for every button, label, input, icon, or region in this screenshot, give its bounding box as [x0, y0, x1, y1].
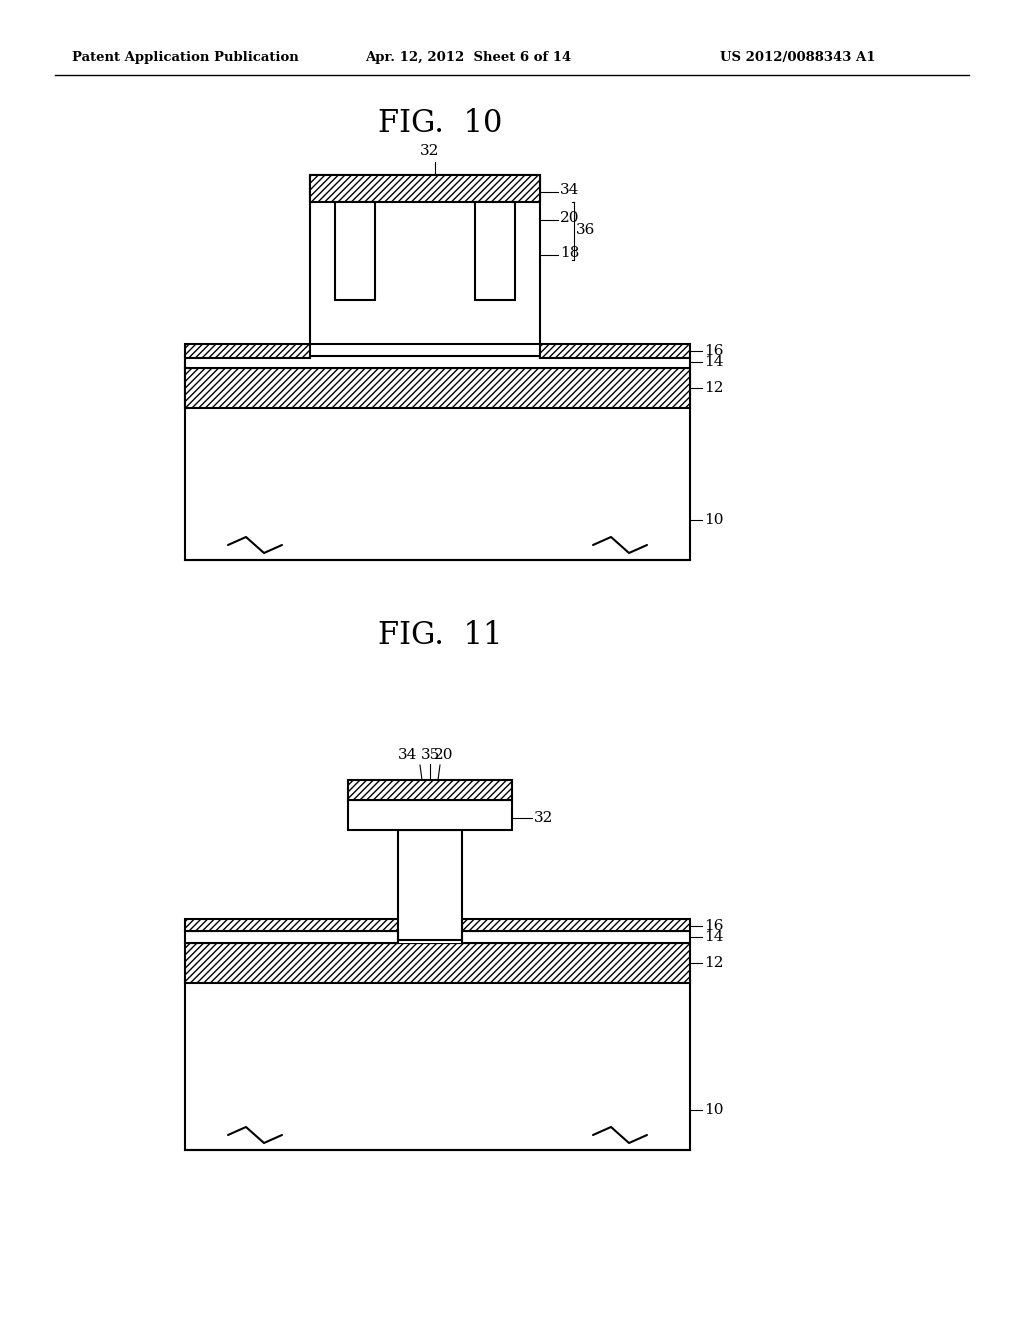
Bar	[185, 919, 398, 931]
Text: 18: 18	[560, 246, 580, 260]
Text: FIG.  11: FIG. 11	[378, 620, 502, 651]
Text: 10: 10	[705, 513, 724, 527]
Bar	[398, 830, 462, 940]
Bar	[185, 363, 690, 560]
Text: Patent Application Publication: Patent Application Publication	[72, 51, 299, 65]
Text: 36: 36	[575, 223, 595, 238]
Bar	[185, 368, 690, 408]
Bar	[185, 356, 690, 368]
Text: 20: 20	[560, 211, 580, 224]
Bar	[462, 919, 690, 931]
Text: 10: 10	[705, 1104, 724, 1117]
Text: 16: 16	[705, 345, 724, 358]
Text: 12: 12	[705, 381, 724, 395]
Bar	[335, 202, 375, 300]
Bar	[185, 931, 690, 942]
Bar	[185, 345, 310, 358]
Bar	[310, 176, 540, 202]
Bar	[475, 202, 515, 300]
Bar	[398, 933, 462, 942]
Text: 12: 12	[705, 956, 724, 970]
Text: 32: 32	[534, 810, 553, 825]
Text: 16: 16	[705, 919, 724, 933]
Bar	[185, 942, 690, 983]
Text: 34: 34	[560, 183, 580, 197]
Text: Apr. 12, 2012  Sheet 6 of 14: Apr. 12, 2012 Sheet 6 of 14	[365, 51, 571, 65]
Text: 35: 35	[421, 748, 439, 762]
Text: 14: 14	[705, 355, 724, 370]
Bar	[310, 176, 540, 345]
Text: US 2012/0088343 A1: US 2012/0088343 A1	[720, 51, 876, 65]
Bar	[348, 800, 512, 830]
Text: 32: 32	[420, 144, 439, 158]
Text: FIG.  10: FIG. 10	[378, 108, 502, 139]
Bar	[185, 979, 690, 1150]
Bar	[348, 780, 512, 800]
Text: 26: 26	[440, 312, 460, 325]
Text: 34: 34	[398, 748, 418, 762]
Text: 20: 20	[434, 748, 454, 762]
Text: 14: 14	[705, 931, 724, 944]
Bar	[540, 345, 690, 358]
